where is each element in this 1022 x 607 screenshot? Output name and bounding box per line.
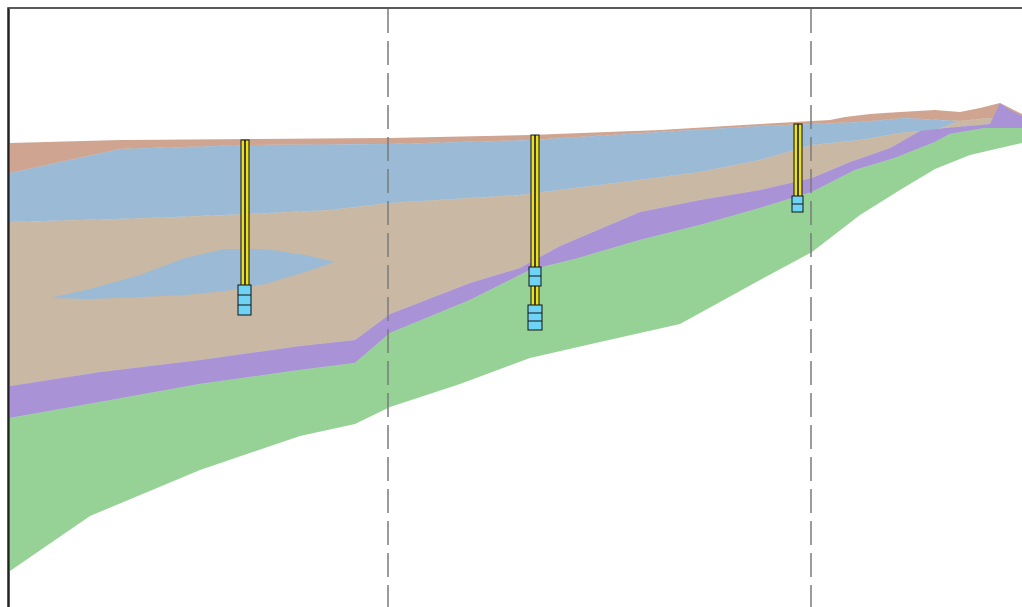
layer-lens-aquifer <box>50 249 335 299</box>
well-1-screen <box>237 284 252 316</box>
well-2[interactable] <box>527 134 543 331</box>
well-3[interactable] <box>791 123 804 213</box>
well-1[interactable] <box>237 139 252 316</box>
layer-clay <box>10 118 1022 386</box>
layer-purple-unit <box>10 103 1022 418</box>
well-2-screen-2 <box>527 304 543 331</box>
frame-border <box>7 7 1022 607</box>
layer-topsoil <box>10 103 1022 173</box>
layer-bedrock <box>10 128 1022 571</box>
